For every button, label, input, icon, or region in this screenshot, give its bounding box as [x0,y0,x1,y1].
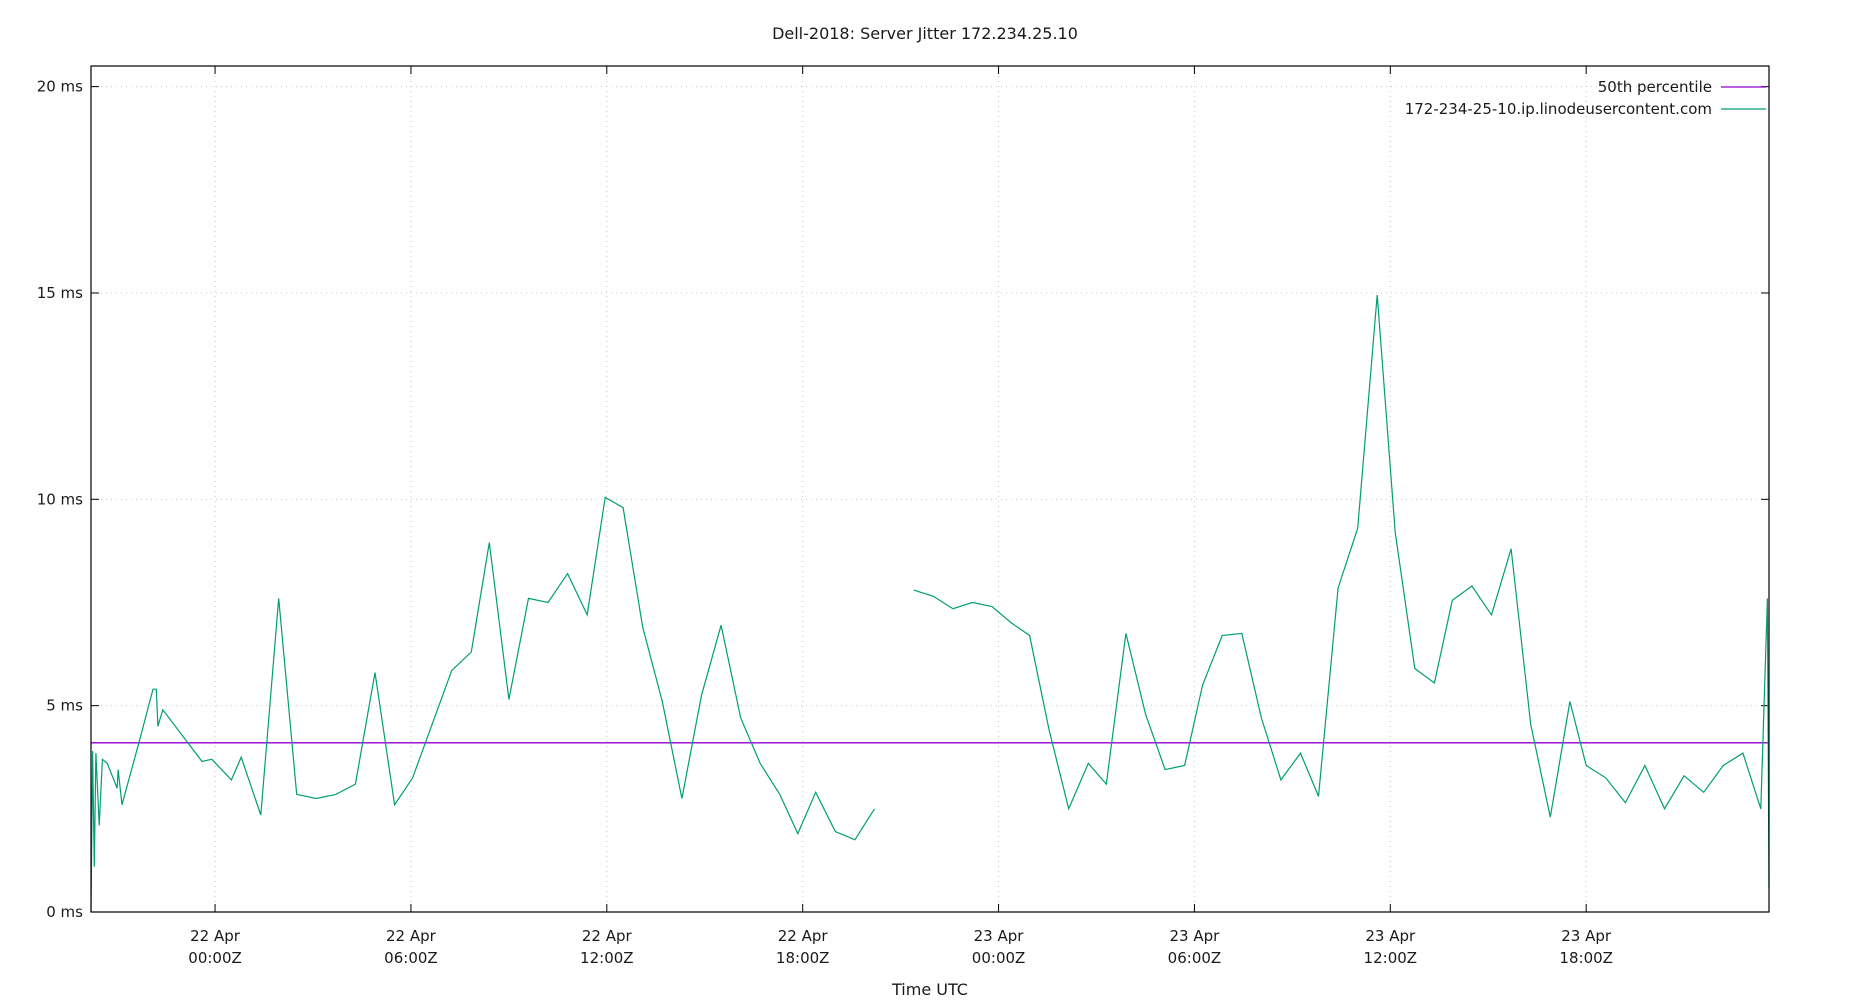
x-tick-label-date: 23 Apr [1365,927,1416,945]
jitter-series-line [90,496,876,913]
plot-frame [90,65,1770,913]
x-tick-label-date: 22 Apr [778,927,829,945]
x-tick-label-time: 12:00Z [1364,949,1418,967]
x-axis-ticks: 22 Apr 00:00Z 22 Apr 06:00Z 22 Apr 12:00Z 22 A… [188,66,1613,967]
jitter-series-line [913,294,1770,888]
x-tick-label-date: 22 Apr [190,927,241,945]
y-tick-label: 20 ms [37,78,83,96]
x-tick-label-date: 23 Apr [974,927,1025,945]
y-tick-label: 0 ms [46,903,83,921]
x-tick-label-date: 23 Apr [1561,927,1612,945]
x-tick-label-time: 06:00Z [1168,949,1222,967]
y-tick-label: 5 ms [46,697,83,715]
legend-label: 172-234-25-10.ip.linodeusercontent.com [1405,100,1712,118]
x-axis-label: Time UTC [891,980,968,999]
chart-title: Dell-2018: Server Jitter 172.234.25.10 [772,24,1078,43]
gridlines [91,66,1769,912]
x-tick-label-time: 00:00Z [972,949,1026,967]
x-tick-label-date: 22 Apr [386,927,437,945]
x-tick-label-date: 23 Apr [1170,927,1221,945]
x-tick-label-time: 00:00Z [188,949,242,967]
series [90,294,1770,913]
x-tick-label-time: 18:00Z [1559,949,1613,967]
x-tick-label-time: 18:00Z [776,949,830,967]
y-axis-ticks: 0 ms 5 ms 10 ms 15 ms 20 ms [37,78,1769,921]
y-tick-label: 10 ms [37,490,83,508]
y-tick-label: 15 ms [37,284,83,302]
x-tick-label-time: 06:00Z [384,949,438,967]
legend: 50th percentile 172-234-25-10.ip.linodeus… [1405,78,1766,118]
x-tick-label-date: 22 Apr [582,927,633,945]
legend-label: 50th percentile [1598,78,1712,96]
x-tick-label-time: 12:00Z [580,949,634,967]
